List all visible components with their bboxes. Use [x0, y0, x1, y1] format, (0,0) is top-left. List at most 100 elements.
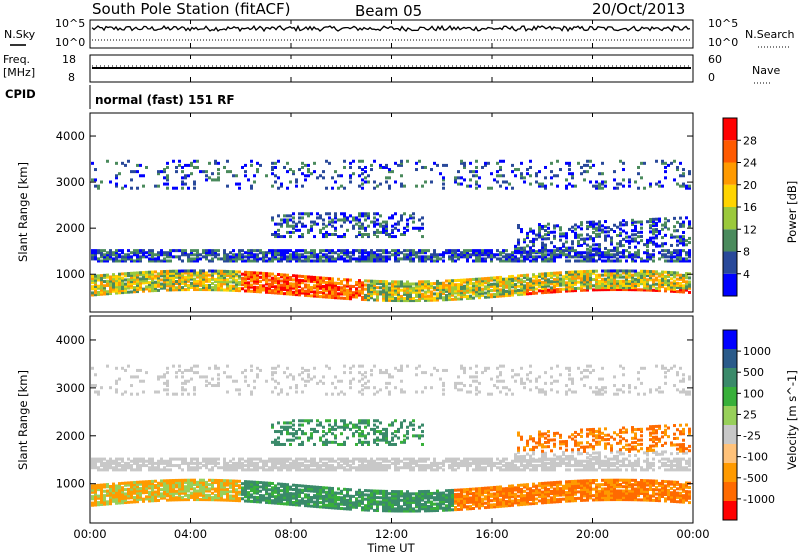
velocity-cell — [280, 458, 283, 461]
velocity-cell — [112, 466, 115, 469]
power-cell — [250, 259, 253, 262]
power-cell — [433, 292, 436, 295]
power-cell — [157, 185, 160, 188]
power-cell — [328, 221, 331, 224]
power-cell — [589, 270, 592, 273]
velocity-cell — [91, 495, 94, 498]
power-cell — [484, 292, 487, 295]
velocity-cell — [226, 375, 229, 378]
power-cell — [217, 168, 220, 171]
velocity-cell — [97, 458, 100, 461]
power-cell — [268, 257, 271, 260]
velocity-cell — [277, 487, 280, 490]
power-cell — [319, 276, 322, 279]
power-cell — [433, 259, 436, 262]
power-cell — [163, 257, 166, 260]
velocity-cell — [301, 424, 304, 427]
power-cell — [454, 259, 457, 262]
velocity-cell — [268, 482, 271, 485]
power-cell — [619, 259, 622, 262]
power-cell — [616, 226, 619, 229]
velocity-cell — [283, 483, 286, 486]
power-cell — [94, 185, 97, 188]
power-cell — [358, 249, 361, 252]
velocity-cell — [130, 393, 133, 396]
power-cell — [442, 187, 445, 190]
power-cell — [388, 176, 391, 179]
power-cell — [340, 255, 343, 258]
power-cell — [334, 212, 337, 215]
power-cell — [151, 249, 154, 252]
power-cell — [298, 212, 301, 215]
power-cell — [376, 223, 379, 226]
power-cell — [628, 246, 631, 249]
power-cell — [403, 249, 406, 252]
power-cell — [652, 270, 655, 273]
velocity-cell — [283, 426, 286, 429]
power-cell — [187, 269, 190, 272]
power-cell — [493, 253, 496, 256]
velocity-cell — [139, 464, 142, 467]
velocity-cell — [319, 501, 322, 504]
power-cell — [322, 227, 325, 230]
power-cell — [337, 292, 340, 295]
power-cell — [133, 170, 136, 173]
power-cell — [421, 166, 424, 169]
power-cell — [379, 286, 382, 289]
power-cell — [505, 277, 508, 280]
power-cell — [481, 249, 484, 252]
power-cell — [430, 282, 433, 285]
power-cell — [550, 176, 553, 179]
power-cell — [643, 162, 646, 165]
power-cell — [127, 160, 130, 163]
power-cell — [394, 235, 397, 238]
power-cell — [631, 229, 634, 232]
power-cell — [604, 269, 607, 272]
power-cell — [274, 162, 277, 165]
power-cell — [541, 235, 544, 238]
power-cell — [664, 166, 667, 169]
power-cell — [601, 180, 604, 183]
power-cell — [292, 221, 295, 224]
power-cell — [565, 240, 568, 243]
power-cell — [124, 253, 127, 256]
power-cell — [367, 233, 370, 236]
power-cell — [307, 251, 310, 254]
power-cell — [220, 270, 223, 273]
power-cell — [568, 162, 571, 165]
velocity-cell — [247, 458, 250, 461]
power-cell — [379, 183, 382, 186]
power-cell — [379, 249, 382, 252]
velocity-cell — [301, 419, 304, 422]
ytick-label: 3000 — [56, 175, 85, 189]
velocity-cell — [295, 384, 298, 387]
power-cell — [247, 178, 250, 181]
power-cell — [490, 172, 493, 175]
velocity-cell — [310, 496, 313, 499]
power-cell — [265, 259, 268, 262]
power-cell — [358, 166, 361, 169]
power-cell — [328, 212, 331, 215]
power-cell — [541, 183, 544, 186]
velocity-cell — [319, 437, 322, 440]
power-cell — [649, 218, 652, 221]
velocity-cell — [148, 458, 151, 461]
power-cell — [571, 240, 574, 243]
velocity-cell — [322, 468, 325, 471]
power-cell — [466, 295, 469, 298]
velocity-cell — [199, 462, 202, 465]
power-cell — [637, 166, 640, 169]
power-cell — [193, 269, 196, 272]
power-cell — [601, 187, 604, 190]
power-cell — [502, 174, 505, 177]
cpid-label: CPID — [5, 87, 36, 101]
power-cell — [550, 272, 553, 275]
power-cell — [136, 249, 139, 252]
velocity-cell — [319, 486, 322, 489]
power-cell — [460, 160, 463, 163]
velocity-cell — [220, 479, 223, 482]
power-cell — [346, 216, 349, 219]
power-cell — [460, 183, 463, 186]
power-cell — [655, 228, 658, 231]
velocity-cell — [241, 482, 244, 485]
